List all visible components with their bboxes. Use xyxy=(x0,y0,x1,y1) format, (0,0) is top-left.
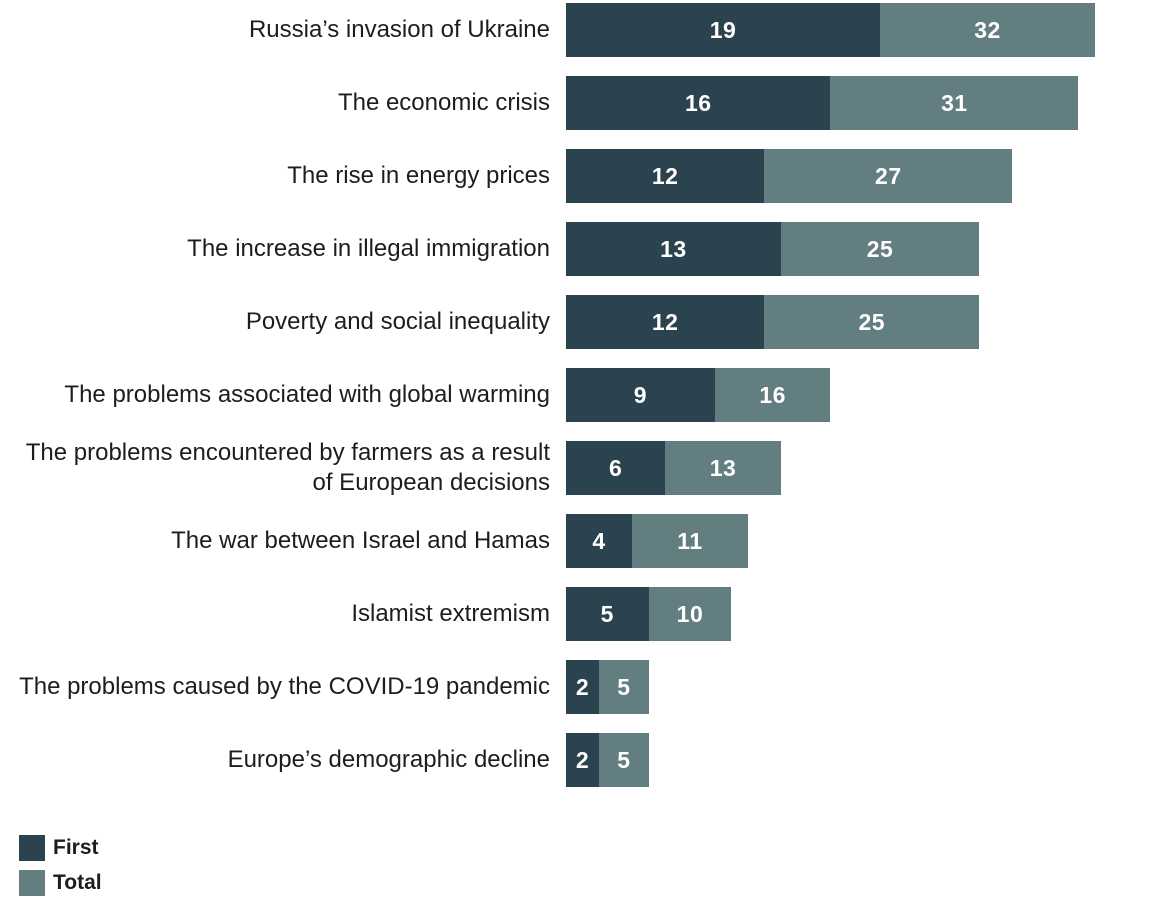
bar-track: 5 10 xyxy=(566,587,732,641)
bar-row: The rise in energy prices 12 27 xyxy=(0,149,1156,203)
bar-segment-total: 25 xyxy=(780,222,980,276)
bar-row: The war between Israel and Hamas 4 11 xyxy=(0,514,1156,568)
bar-row: The problems caused by the COVID-19 pand… xyxy=(0,660,1156,714)
bar-rows: Russia’s invasion of Ukraine 19 32 The econ… xyxy=(0,3,1156,787)
bar-segment-first: 5 xyxy=(566,587,649,641)
bar-segment-total: 10 xyxy=(648,587,732,641)
legend-swatch-first-icon xyxy=(19,835,45,861)
bar-row: Europe’s demographic decline 2 5 xyxy=(0,733,1156,787)
bar-row: The increase in illegal immigration 13 25 xyxy=(0,222,1156,276)
bar-row: The problems encountered by farmers as a… xyxy=(0,439,1156,496)
bar-segment-first: 13 xyxy=(566,222,781,276)
bar-segment-first: 19 xyxy=(566,3,881,57)
bar-segment-first: 12 xyxy=(566,149,765,203)
category-label: The economic crisis xyxy=(337,89,550,116)
bar-segment-first: 9 xyxy=(566,368,715,422)
legend-entry-first: First xyxy=(19,835,1156,861)
bar-segment-first: 6 xyxy=(566,441,666,495)
category-label: Poverty and social inequality xyxy=(245,308,550,335)
bar-segment-total: 16 xyxy=(714,368,831,422)
bar-segment-total: 27 xyxy=(764,149,1013,203)
bar-segment-total: 13 xyxy=(665,441,781,495)
category-label: The increase in illegal immigration xyxy=(187,235,550,262)
legend-entry-total: Total xyxy=(19,870,1156,896)
legend-swatch-total-icon xyxy=(19,870,45,896)
bar-segment-total: 5 xyxy=(599,733,649,787)
bar-segment-total: 32 xyxy=(880,3,1095,57)
bar-segment-total: 5 xyxy=(599,660,649,714)
category-label: The problems encountered by farmers as a… xyxy=(25,439,550,496)
category-label: The rise in energy prices xyxy=(287,162,550,189)
bar-segment-first: 12 xyxy=(566,295,765,349)
category-label: Islamist extremism xyxy=(351,600,550,627)
category-label: The war between Israel and Hamas xyxy=(171,527,550,554)
bar-track: 4 11 xyxy=(566,514,748,568)
bar-segment-first: 16 xyxy=(566,76,831,130)
category-label: Russia’s invasion of Ukraine xyxy=(248,16,550,43)
category-label: The problems associated with global warm… xyxy=(64,381,550,408)
bar-segment-first: 2 xyxy=(566,660,600,714)
bar-track: 16 31 xyxy=(566,76,1079,130)
bar-track: 9 16 xyxy=(566,368,831,422)
bar-row: Poverty and social inequality 12 25 xyxy=(0,295,1156,349)
bar-row: Islamist extremism 5 10 xyxy=(0,587,1156,641)
bar-track: 6 13 xyxy=(566,441,781,495)
bar-track: 19 32 xyxy=(566,3,1095,57)
bar-track: 12 25 xyxy=(566,295,980,349)
legend-label-total: Total xyxy=(53,871,102,894)
bar-segment-total: 31 xyxy=(830,76,1079,130)
bar-track: 13 25 xyxy=(566,222,980,276)
bar-segment-first: 2 xyxy=(566,733,600,787)
legend-label-first: First xyxy=(53,836,99,859)
bar-segment-total: 25 xyxy=(764,295,980,349)
bar-segment-first: 4 xyxy=(566,514,633,568)
bar-row: The economic crisis 16 31 xyxy=(0,76,1156,130)
bar-segment-total: 11 xyxy=(632,514,748,568)
legend: First Total xyxy=(19,835,1156,896)
category-label: Europe’s demographic decline xyxy=(227,746,550,773)
category-label: The problems caused by the COVID-19 pand… xyxy=(19,673,550,700)
bar-track: 12 27 xyxy=(566,149,1013,203)
bar-row: The problems associated with global warm… xyxy=(0,368,1156,422)
bar-row: Russia’s invasion of Ukraine 19 32 xyxy=(0,3,1156,57)
